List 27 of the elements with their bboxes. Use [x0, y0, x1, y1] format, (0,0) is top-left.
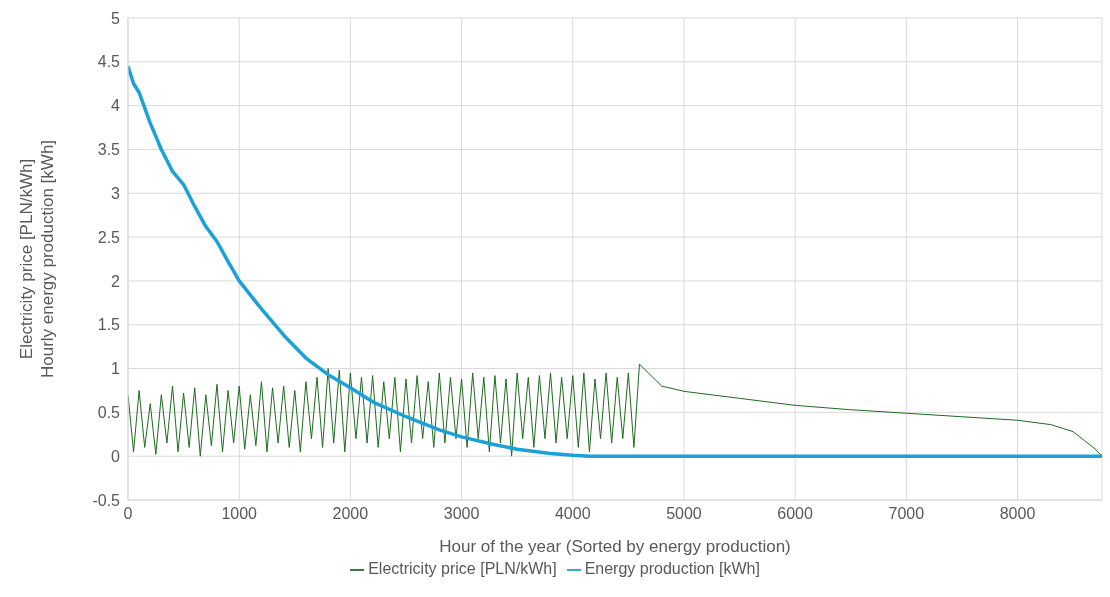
y-tick-label: 0	[111, 447, 121, 465]
line-series	[128, 64, 1102, 458]
x-tick-label: 7000	[888, 505, 925, 523]
y-tick-label: 3	[111, 184, 121, 202]
x-tick-label: 6000	[777, 505, 814, 523]
x-axis-title: Hour of the year (Sorted by energy production)	[439, 537, 791, 556]
x-tick-label: 0	[123, 505, 133, 523]
line-series	[128, 363, 1102, 457]
y-tick-label: 1.5	[97, 316, 121, 334]
y-tick-label: 2.5	[97, 228, 121, 246]
x-tick-label: 1000	[221, 505, 258, 523]
y-tick-label: 2	[111, 272, 121, 290]
y-tick-label: 3.5	[97, 141, 121, 159]
y-tick-label: 4.5	[97, 53, 121, 71]
legend-label: Electricity price [PLN/kWh]	[368, 560, 557, 577]
x-tick-label: 5000	[666, 505, 702, 523]
y-tick-label: 5	[111, 9, 121, 27]
y-tick-label: 4	[111, 97, 121, 115]
y-tick-label: 1	[111, 360, 121, 378]
x-tick-label: 8000	[999, 505, 1036, 523]
legend-label: Energy production [kWh]	[584, 560, 760, 577]
y-axis-title: Electricity price [PLN/kWh] Hourly energy production [kWh]	[17, 139, 57, 379]
y-tick-label: -0.5	[92, 491, 121, 509]
y-tick-label: 0.5	[97, 404, 121, 422]
x-tick-label: 3000	[443, 505, 480, 523]
x-tick-label: 2000	[332, 505, 369, 523]
x-tick-label: 4000	[554, 505, 591, 523]
